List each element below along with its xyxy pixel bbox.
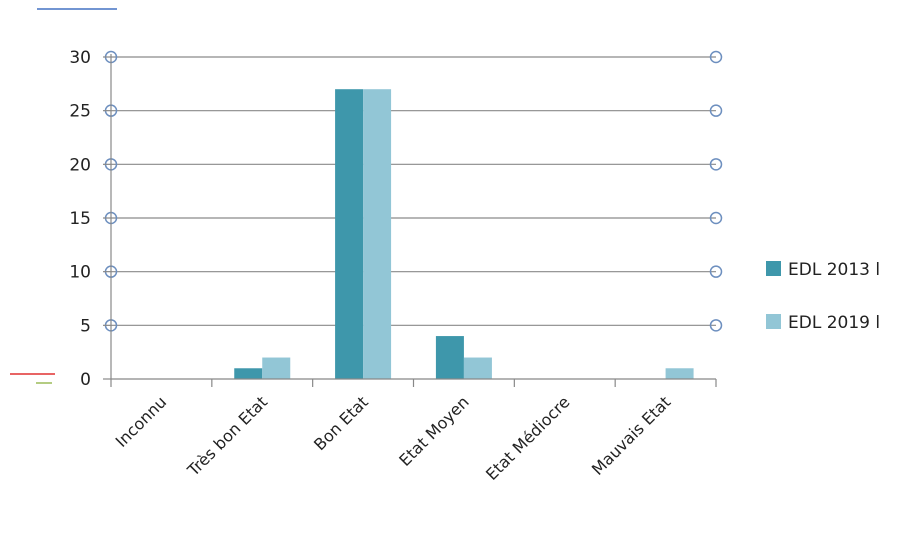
bar bbox=[335, 89, 364, 379]
x-tick-label: Très bon Etat bbox=[183, 392, 271, 480]
y-tick-label: 30 bbox=[69, 48, 91, 68]
y-tick-label: 15 bbox=[69, 209, 91, 229]
x-tick-label: Bon Etat bbox=[310, 392, 372, 454]
x-tick-labels: Inconnu Très bon Etat Bon Etat Etat Moyen Et… bbox=[112, 392, 675, 484]
bar bbox=[262, 357, 291, 379]
x-tick-label: Inconnu bbox=[112, 392, 171, 451]
y-tick-labels: 0 5 10 15 20 25 30 bbox=[69, 48, 91, 390]
bar bbox=[435, 336, 464, 379]
legend: EDL 2013 l EDL 2019 l bbox=[766, 260, 880, 333]
legend-label: EDL 2013 l bbox=[788, 260, 880, 280]
grid-marker-right bbox=[709, 319, 723, 332]
x-tick-label: Etat Moyen bbox=[395, 392, 472, 469]
y-tick-label: 5 bbox=[80, 316, 91, 336]
y-tick-label: 10 bbox=[69, 263, 91, 283]
y-tick-label: 0 bbox=[80, 370, 91, 390]
legend-swatch bbox=[766, 314, 781, 329]
y-tick-label: 25 bbox=[69, 102, 91, 122]
y-tick-label: 20 bbox=[69, 155, 91, 175]
x-tick-label: Etat Médiocre bbox=[482, 392, 574, 484]
legend-label: EDL 2019 l bbox=[788, 313, 880, 333]
grid-marker-right bbox=[709, 158, 723, 171]
grid-marker-right bbox=[709, 104, 723, 117]
x-tick-label: Mauvais Etat bbox=[588, 392, 675, 479]
bars bbox=[234, 89, 694, 379]
bar bbox=[463, 357, 492, 379]
grid-marker-right bbox=[709, 50, 723, 64]
bar bbox=[363, 89, 392, 379]
grid-marker-right bbox=[709, 265, 723, 278]
gridlines bbox=[104, 50, 723, 332]
bar bbox=[234, 368, 263, 379]
bar bbox=[665, 368, 694, 379]
legend-swatch bbox=[766, 261, 781, 276]
axes bbox=[103, 54, 717, 387]
grid-marker-right bbox=[709, 211, 723, 225]
